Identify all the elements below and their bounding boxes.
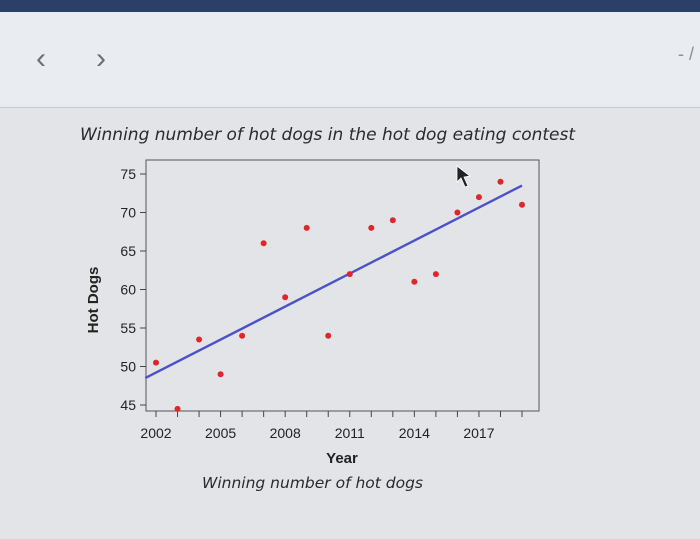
x-tick-label: 2008 (270, 425, 301, 441)
cursor-arrow-icon (456, 165, 471, 188)
y-axis: 45 50 55 60 65 70 75 (120, 166, 146, 413)
data-point (389, 217, 396, 224)
data-point (432, 271, 439, 278)
chart-caption: Winning number of hot dogs (202, 474, 424, 492)
data-point (411, 278, 418, 285)
y-tick-label: 75 (120, 166, 136, 182)
data-point (217, 371, 224, 378)
x-tick-label: 2011 (335, 425, 365, 441)
plot-frame (145, 159, 540, 412)
data-point (260, 240, 267, 247)
top-accent-bar (0, 0, 700, 12)
back-chevron-icon[interactable]: ‹ (36, 42, 46, 75)
y-tick-label: 65 (120, 243, 136, 259)
data-point (325, 332, 332, 339)
x-tick-label: 2014 (399, 425, 430, 441)
data-point (454, 209, 461, 216)
data-point (174, 405, 181, 412)
trend-line-group (144, 184, 523, 380)
data-point (497, 178, 504, 185)
navigation-bar: ‹ › - / (0, 12, 700, 108)
x-axis-label: Year (326, 450, 358, 467)
x-tick-label: 2002 (140, 425, 171, 441)
x-tick-label: 2017 (463, 425, 494, 441)
y-axis-label: Hot Dogs (85, 267, 102, 334)
y-tick-label: 70 (120, 205, 136, 221)
data-point (346, 271, 353, 278)
data-point (153, 359, 159, 366)
y-tick-label: 50 (120, 359, 136, 375)
y-tick-label: 60 (120, 282, 136, 298)
data-point (239, 332, 246, 339)
data-points (153, 178, 525, 412)
chart-title: Winning number of hot dogs in the hot do… (80, 125, 576, 145)
corner-indicator: - / (678, 44, 694, 64)
data-point (519, 201, 525, 208)
trend-line (144, 184, 523, 380)
content-area (0, 108, 700, 539)
x-tick-label: 2005 (205, 425, 236, 441)
data-point (475, 194, 482, 201)
data-point (196, 336, 203, 343)
forward-chevron-icon[interactable]: › (96, 42, 106, 75)
data-point (368, 224, 375, 231)
x-axis: 2002 2005 2008 2011 2014 2017 (140, 411, 523, 441)
data-point (303, 224, 310, 231)
data-point (282, 294, 289, 301)
y-tick-label: 55 (120, 320, 136, 336)
y-tick-label: 45 (120, 397, 136, 413)
